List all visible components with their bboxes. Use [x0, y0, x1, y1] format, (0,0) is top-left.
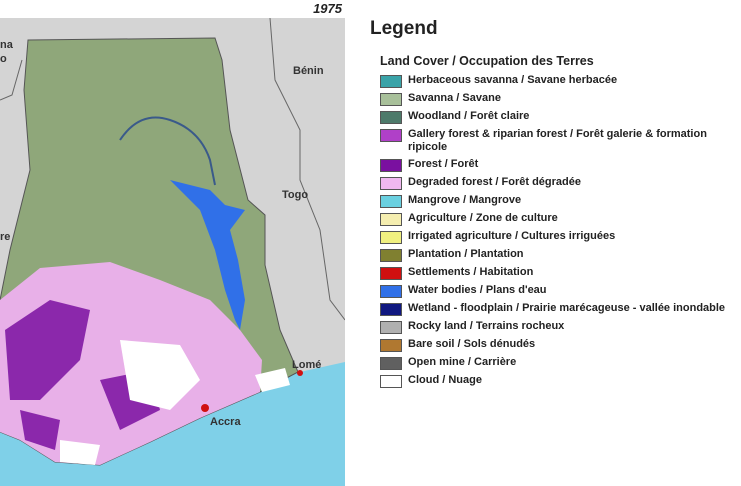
legend-item: Open mine / Carrière — [380, 356, 735, 370]
legend-item: Woodland / Forêt claire — [380, 110, 735, 124]
legend: Legend Land Cover / Occupation des Terre… — [370, 18, 735, 392]
legend-swatch — [380, 195, 402, 208]
legend-subtitle: Land Cover / Occupation des Terres — [380, 54, 594, 68]
legend-item: Savanna / Savane — [380, 92, 735, 106]
legend-label: Plantation / Plantation — [408, 248, 524, 260]
map-label: Bénin — [293, 65, 324, 77]
legend-label: Cloud / Nuage — [408, 374, 482, 386]
legend-item: Settlements / Habitation — [380, 266, 735, 280]
legend-item: Herbaceous savanna / Savane herbacée — [380, 74, 735, 88]
legend-swatch — [380, 249, 402, 262]
map-label: re — [0, 231, 10, 243]
legend-item: Water bodies / Plans d'eau — [380, 284, 735, 298]
legend-label: Degraded forest / Forêt dégradée — [408, 176, 581, 188]
legend-swatch — [380, 375, 402, 388]
legend-item: Mangrove / Mangrove — [380, 194, 735, 208]
legend-label: Water bodies / Plans d'eau — [408, 284, 547, 296]
legend-swatch — [380, 321, 402, 334]
legend-label: Open mine / Carrière — [408, 356, 517, 368]
legend-item: Irrigated agriculture / Cultures irrigué… — [380, 230, 735, 244]
map-label: Accra — [210, 416, 241, 428]
legend-items: Herbaceous savanna / Savane herbacée Sava… — [370, 74, 735, 388]
legend-item: Forest / Forêt — [380, 158, 735, 172]
map-label: Lomé — [292, 359, 321, 371]
legend-label: Agriculture / Zone de culture — [408, 212, 558, 224]
legend-item: Bare soil / Sols dénudés — [380, 338, 735, 352]
legend-label: Woodland / Forêt claire — [408, 110, 530, 122]
legend-label: Bare soil / Sols dénudés — [408, 338, 536, 350]
borders — [0, 17, 345, 321]
lake-volta — [170, 180, 245, 330]
forest-patches — [5, 300, 160, 450]
legend-item: Agriculture / Zone de culture — [380, 212, 735, 226]
map: 1975 na o Bénin Togo re Lomé Accra — [0, 1, 345, 486]
legend-swatch — [380, 231, 402, 244]
map-year: 1975 — [313, 1, 343, 16]
map-label: o — [0, 53, 7, 65]
map-label: na — [0, 39, 14, 51]
legend-swatch — [380, 267, 402, 280]
legend-swatch — [380, 339, 402, 352]
legend-swatch — [380, 303, 402, 316]
legend-label: Wetland - floodplain / Prairie marécageu… — [408, 302, 726, 314]
lome-settlement — [297, 370, 303, 376]
legend-item: Cloud / Nuage — [380, 374, 735, 388]
cloud-patches — [60, 340, 290, 465]
legend-swatch — [380, 111, 402, 124]
legend-swatch — [380, 285, 402, 298]
accra-settlement — [201, 404, 209, 412]
legend-item: Gallery forest & riparian forest / Forêt… — [380, 128, 735, 154]
legend-swatch — [380, 357, 402, 370]
legend-swatch — [380, 159, 402, 172]
legend-item: Plantation / Plantation — [380, 248, 735, 262]
legend-label: Gallery forest & riparian forest / Forêt… — [408, 128, 707, 153]
legend-swatch — [380, 213, 402, 226]
legend-label: Rocky land / Terrains rocheux — [408, 320, 565, 332]
legend-label: Savanna / Savane — [408, 92, 501, 104]
legend-swatch — [380, 75, 402, 88]
legend-label: Herbaceous savanna / Savane herbacée — [408, 74, 618, 86]
legend-label: Mangrove / Mangrove — [408, 194, 522, 206]
legend-label: Forest / Forêt — [408, 158, 479, 170]
legend-label: Settlements / Habitation — [408, 266, 534, 278]
legend-item: Wetland - floodplain / Prairie marécageu… — [380, 302, 735, 316]
legend-item: Degraded forest / Forêt dégradée — [380, 176, 735, 190]
legend-swatch — [380, 129, 402, 142]
legend-item: Rocky land / Terrains rocheux — [380, 320, 735, 334]
map-label: Togo — [282, 189, 308, 201]
legend-swatch — [380, 177, 402, 190]
legend-label: Irrigated agriculture / Cultures irrigué… — [408, 230, 616, 242]
river — [119, 116, 216, 186]
legend-title: Legend — [370, 18, 438, 39]
legend-swatch — [380, 93, 402, 106]
